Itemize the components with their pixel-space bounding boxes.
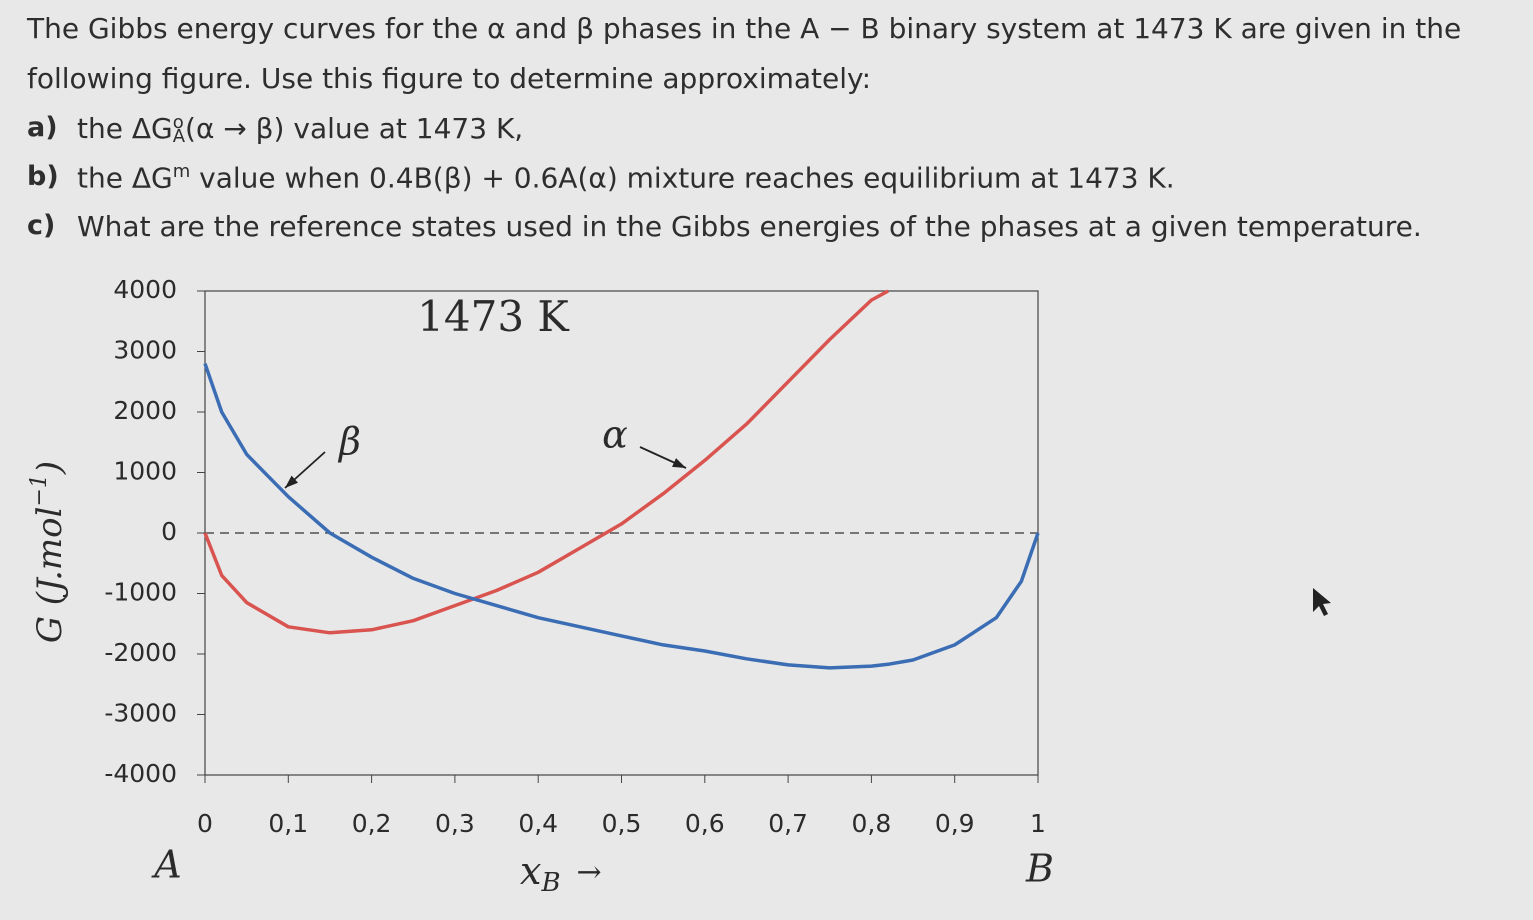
arrow: → <box>577 855 602 890</box>
x-tick-label: 0,9 <box>935 809 975 838</box>
sub: A <box>172 126 186 147</box>
item-text: the ΔG o A (α → β) value at 1473 K, <box>77 112 524 147</box>
pointer-head <box>285 475 298 488</box>
y-tick-label: 1000 <box>113 457 177 486</box>
x-tick-label: 0,1 <box>268 809 308 838</box>
text: the ΔG <box>77 161 173 195</box>
y-tick-label: 0 <box>161 517 177 546</box>
item-label: a) <box>27 112 58 143</box>
intro-line: The Gibbs energy curves for the α and β … <box>27 12 1462 45</box>
text: G (J.mol <box>30 507 70 644</box>
sup: m <box>172 161 191 182</box>
item-label: c) <box>27 210 56 241</box>
text: (α → β) value at 1473 K, <box>185 112 524 145</box>
x-tick-label: 0,2 <box>352 809 392 838</box>
text: x <box>520 849 541 893</box>
x-tick-label: 0,7 <box>768 809 808 838</box>
text: value when 0.4B(β) + 0.6A(α) mixture rea… <box>190 161 1175 195</box>
end-label: A <box>151 843 181 887</box>
x-tick-label: 0,5 <box>602 809 642 838</box>
sup: o <box>172 112 184 133</box>
item-text: What are the reference states used in th… <box>77 210 1422 243</box>
series-label: β <box>337 420 361 464</box>
x-tick-label: 0,3 <box>435 809 475 838</box>
y-tick-label: -1000 <box>104 578 177 607</box>
text: the ΔG <box>77 112 173 145</box>
y-tick-label: 4000 <box>113 275 177 304</box>
x-tick-label: 0,6 <box>685 809 725 838</box>
y-tick-label: 2000 <box>113 396 177 425</box>
curve <box>203 363 1040 670</box>
sup: −1 <box>27 474 52 506</box>
x-tick-label: 0,8 <box>852 809 892 838</box>
pointer-head <box>672 458 686 468</box>
x-tick-label: 0,4 <box>518 809 558 838</box>
x-tick-label: 1 <box>1030 809 1046 838</box>
y-tick-label: -2000 <box>104 638 177 667</box>
end-label: B <box>1025 847 1054 891</box>
y-tick-label: 3000 <box>113 336 177 365</box>
y-axis-label: G (J.mol−1) <box>27 461 70 643</box>
series-label: α <box>602 413 628 457</box>
cursor <box>1313 588 1331 616</box>
y-tick-label: -3000 <box>104 699 177 728</box>
y-tick-label: -4000 <box>104 759 177 788</box>
curve <box>203 289 889 635</box>
x-tick-label: 0 <box>197 809 213 838</box>
chart-title: 1473 K <box>417 292 570 341</box>
item-label: b) <box>27 161 59 192</box>
item-text: the ΔGm value when 0.4B(β) + 0.6A(α) mix… <box>77 161 1175 194</box>
sub: B <box>540 868 560 898</box>
intro-line: following figure. Use this figure to det… <box>27 62 872 95</box>
x-axis-label: xB → <box>520 849 602 899</box>
text: ) <box>30 461 70 475</box>
